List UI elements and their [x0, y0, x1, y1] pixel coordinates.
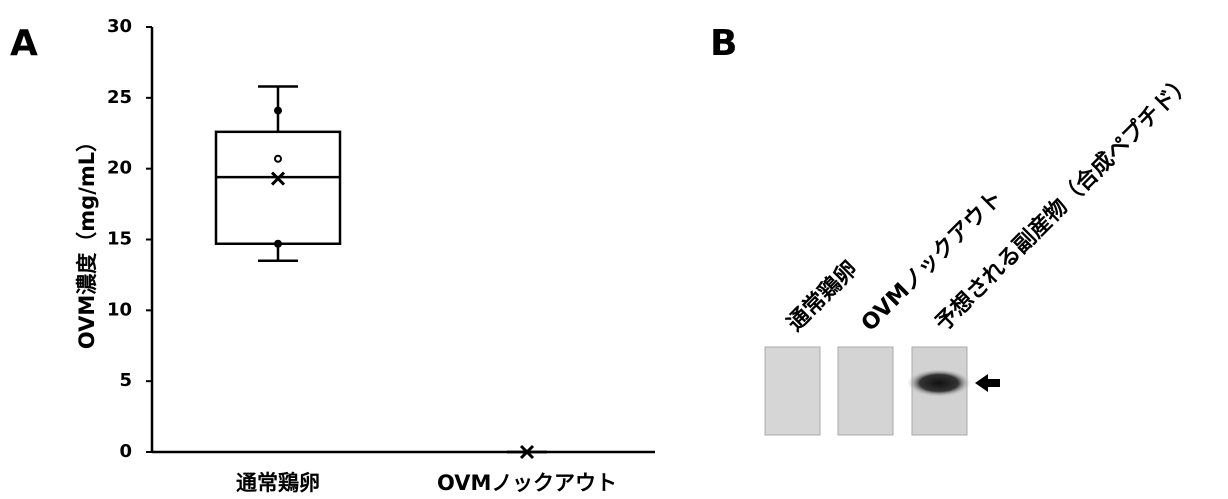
point: [274, 240, 282, 248]
point: [274, 107, 282, 115]
figure: A OVM濃度（mg/mL） B 051015202530通常鶏卵OVMノックア…: [0, 0, 1228, 499]
box: [216, 132, 340, 244]
y-tick-label: 10: [107, 299, 132, 320]
arrow: [975, 374, 1000, 392]
y-tick-label: 5: [119, 370, 132, 391]
blot-band: [907, 369, 971, 397]
lane-label: 予想される副産物（合成ペプチド）: [930, 69, 1197, 336]
page: {"chart_data": {"type": "box", "panel_la…: [0, 0, 1228, 499]
y-tick-label: 20: [107, 158, 132, 179]
blot-lane: [838, 347, 893, 435]
y-tick-label: 15: [107, 229, 132, 250]
y-tick-label: 30: [107, 16, 132, 37]
blot-lane: [765, 347, 820, 435]
y-tick-label: 0: [119, 441, 132, 462]
panel-label: A: [10, 23, 38, 64]
mean-marker: [272, 173, 284, 185]
x-tick-label: 通常鶏卵: [236, 471, 320, 495]
panel-label: B: [710, 23, 737, 64]
open-point: [275, 156, 281, 162]
lane-label: 通常鶏卵: [782, 256, 863, 337]
x-tick-label: OVMノックアウト: [437, 471, 617, 495]
y-axis-label: OVM濃度（mg/mL）: [75, 131, 99, 349]
lane-label: OVMノックアウト: [857, 185, 1008, 336]
y-tick-label: 25: [107, 87, 132, 108]
